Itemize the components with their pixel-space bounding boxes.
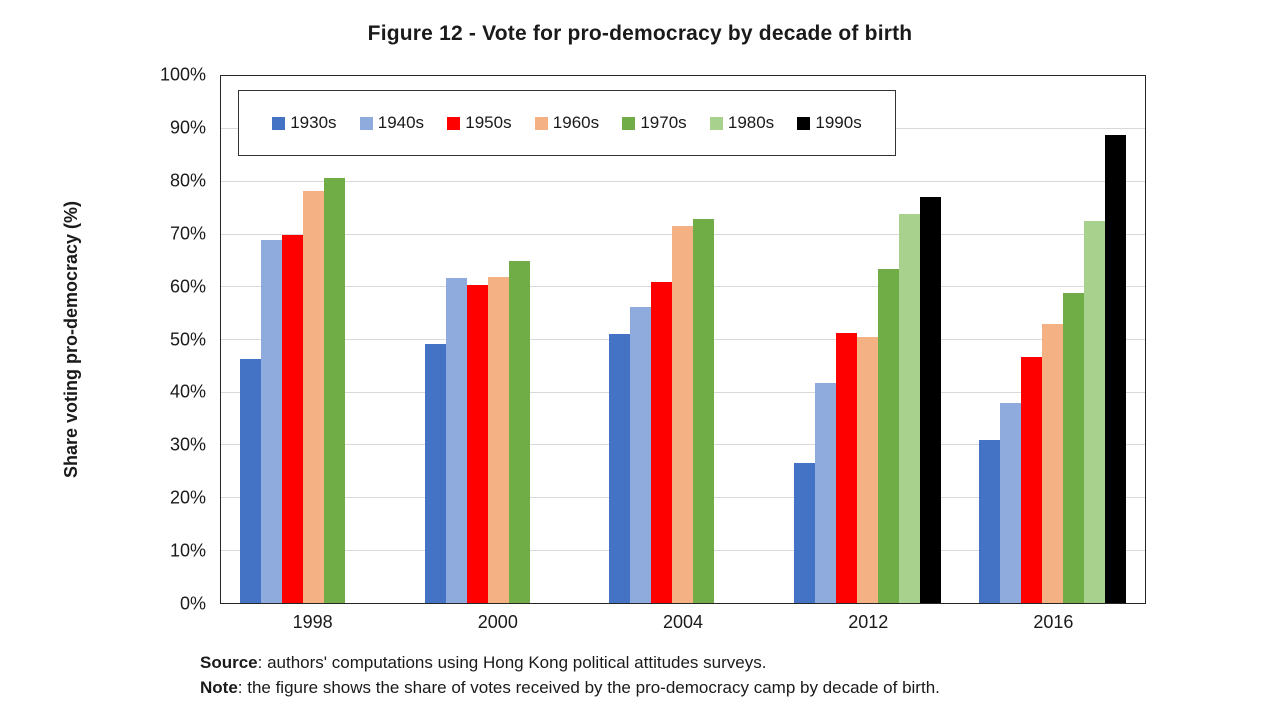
bar-2016-1960s: [1042, 324, 1064, 603]
x-axis-labels: 1998 2000 2004 2012 2016: [220, 612, 1146, 633]
note-note: Note: the figure shows the share of vote…: [200, 675, 1200, 700]
bar-2000-1930s: [424, 343, 446, 603]
legend-swatch-1970s: [622, 116, 636, 130]
y-tick-label-0: 0%: [179, 593, 206, 614]
bar-group-2000: [406, 76, 591, 603]
legend-item-1950s: 1950s: [447, 113, 512, 133]
legend-item-1970s: 1970s: [622, 113, 687, 133]
plot-area: 1930s 1940s 1950s 1960s 1970s 1980s 1990s: [220, 75, 1146, 604]
source-note: Source: authors' computations using Hong…: [200, 650, 1200, 675]
x-tick-label-1998: 1998: [292, 612, 333, 632]
bar-2012-1930s: [794, 463, 816, 603]
gridline-80: [221, 180, 1145, 182]
bar-2000-1970s: [508, 260, 530, 603]
bar-2012-1990s: [920, 197, 942, 603]
y-tick-label-10: 10%: [169, 540, 206, 561]
bar-groups: [221, 76, 1145, 603]
legend-swatch-1960s: [534, 116, 548, 130]
y-tick-label-90: 90%: [169, 117, 206, 138]
bar-2012-1980s: [899, 214, 921, 603]
y-tick-label-30: 30%: [169, 434, 206, 455]
legend-label-1980s: 1980s: [727, 113, 775, 132]
y-axis-ticks: 0% 10% 20% 30% 40% 50% 60% 70% 80% 90% 100%: [120, 65, 206, 614]
bar-group-2016: [960, 76, 1145, 603]
bar-2016-1950s: [1021, 356, 1043, 603]
legend-swatch-1930s: [272, 116, 286, 130]
y-tick-label-80: 80%: [169, 170, 206, 191]
legend-item-1930s: 1930s: [272, 113, 337, 133]
legend-swatch-1990s: [797, 116, 811, 130]
y-tick-label-50: 50%: [169, 329, 206, 349]
bar-1998-1950s: [281, 235, 303, 603]
bar-2004-1950s: [651, 282, 673, 603]
bar-2016-1930s: [979, 439, 1001, 603]
bar-2012-1950s: [836, 332, 858, 603]
x-tick-label-2016: 2016: [1033, 612, 1074, 632]
legend: 1930s 1940s 1950s 1960s 1970s 1980s 1990s: [238, 90, 896, 156]
bar-2004-1960s: [672, 225, 694, 603]
y-tick-label-40: 40%: [169, 381, 206, 402]
x-tick-label-2000: 2000: [477, 612, 518, 632]
legend-label-1990s: 1990s: [815, 113, 862, 132]
bar-2000-1960s: [487, 276, 509, 603]
legend-label-1950s: 1950s: [465, 113, 512, 132]
note-text: : the figure shows the share of votes re…: [237, 678, 940, 697]
legend-swatch-1940s: [359, 116, 373, 130]
bar-group-2004: [591, 76, 776, 603]
legend-item-1960s: 1960s: [534, 113, 600, 133]
bar-2016-1990s: [1105, 135, 1127, 603]
legend-item-1990s: 1990s: [797, 113, 862, 133]
bar-group-1998: [221, 76, 406, 603]
bar-1998-1960s: [302, 190, 324, 603]
note-label: Note: [200, 678, 238, 697]
bar-1998-1940s: [260, 239, 282, 603]
legend-item-1940s: 1940s: [359, 113, 425, 133]
bar-2016-1980s: [1084, 221, 1106, 603]
legend-swatch-1980s: [709, 116, 723, 130]
figure-notes: Source: authors' computations using Hong…: [200, 650, 1200, 700]
bar-1998-1970s: [323, 177, 345, 603]
y-axis-title: Share voting pro-democracy (%): [61, 200, 82, 479]
bar-1998-1930s: [239, 359, 261, 603]
legend-label-1970s: 1970s: [640, 113, 687, 132]
bar-2004-1940s: [630, 306, 652, 603]
bar-2016-1940s: [1000, 402, 1022, 603]
legend-label-1960s: 1960s: [552, 113, 600, 132]
bar-2012-1960s: [857, 337, 879, 603]
figure-title: Figure 12 - Vote for pro-democracy by de…: [367, 22, 913, 45]
legend-label-1940s: 1940s: [377, 113, 425, 132]
y-tick-label-70: 70%: [169, 223, 206, 244]
y-tick-label-60: 60%: [169, 276, 206, 297]
source-text: : authors' computations using Hong Kong …: [257, 653, 767, 672]
bar-group-2012: [775, 76, 960, 603]
y-tick-label-20: 20%: [169, 487, 206, 508]
source-label: Source: [200, 653, 258, 672]
bar-2016-1970s: [1063, 293, 1085, 603]
bar-2004-1970s: [693, 219, 715, 603]
x-tick-label-2004: 2004: [662, 612, 704, 632]
bar-2004-1930s: [609, 334, 631, 603]
bar-2012-1940s: [815, 382, 837, 603]
bar-2000-1940s: [445, 277, 467, 603]
y-tick-label-100: 100%: [159, 64, 206, 85]
x-tick-label-2012: 2012: [848, 612, 889, 632]
legend-item-1980s: 1980s: [709, 113, 775, 133]
legend-label-1930s: 1930s: [290, 113, 337, 132]
bar-2000-1950s: [466, 284, 488, 603]
bar-2012-1970s: [878, 269, 900, 603]
legend-swatch-1950s: [447, 116, 461, 130]
